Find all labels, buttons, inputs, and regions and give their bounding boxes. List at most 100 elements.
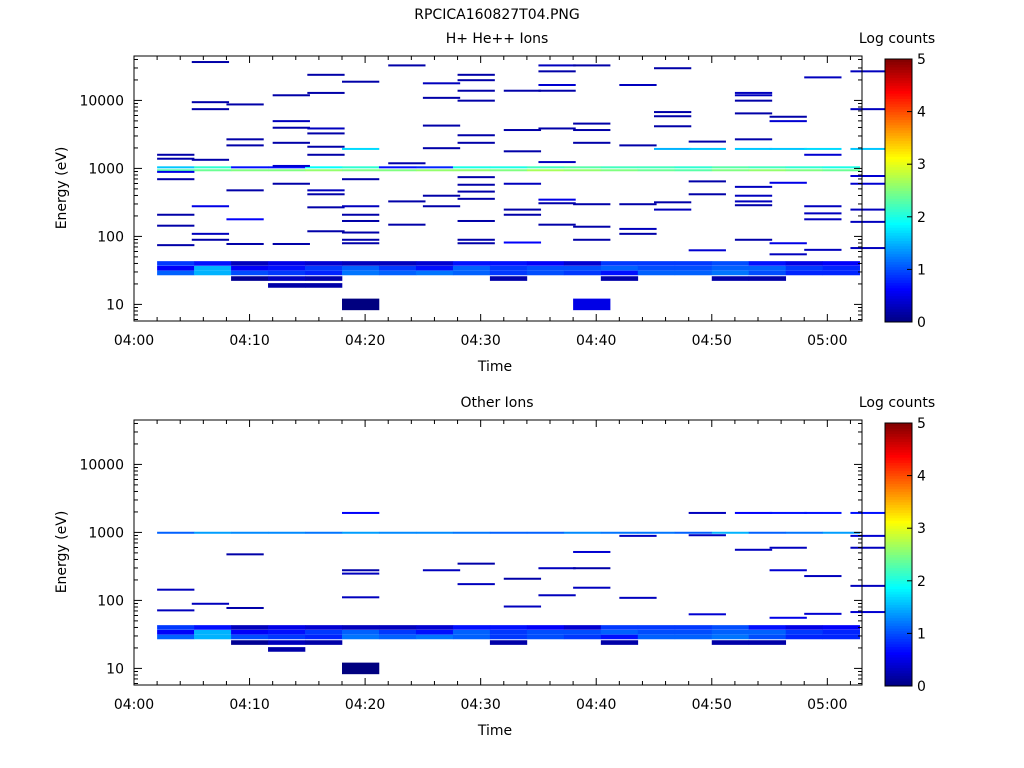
heatmap-cell bbox=[822, 531, 860, 534]
heatmap-cell bbox=[600, 629, 639, 635]
heatmap-cell bbox=[563, 166, 602, 169]
heatmap-cell bbox=[457, 99, 495, 102]
axis-ticks: 04:00 04:10 04:20 04:30 04:40 04:50 05:00 10 100… bbox=[79, 56, 862, 349]
heatmap-cell bbox=[674, 634, 713, 640]
colorbar-segment bbox=[885, 451, 912, 456]
heatmap-cell bbox=[415, 169, 454, 172]
heatmap-cell bbox=[268, 531, 306, 534]
heatmap-cell bbox=[688, 613, 726, 616]
colorbar-segment bbox=[885, 454, 912, 458]
heatmap-cell bbox=[538, 223, 576, 226]
colorbar-segment bbox=[885, 269, 912, 273]
colorbar-segment bbox=[885, 546, 912, 550]
heatmap-cell bbox=[804, 612, 842, 615]
heatmap-cell bbox=[526, 169, 565, 172]
heatmap-cell bbox=[526, 265, 565, 271]
heatmap-cell bbox=[157, 588, 195, 591]
panel-title: H+ He++ Ions bbox=[446, 31, 549, 47]
heatmap-cell bbox=[157, 261, 195, 266]
heatmap-cell bbox=[489, 640, 528, 645]
colorbar-segment bbox=[885, 562, 912, 566]
heatmap-cell bbox=[563, 261, 602, 266]
heatmap-cell bbox=[573, 225, 611, 228]
spectrogram-cells bbox=[157, 511, 888, 675]
colorbar-segment bbox=[885, 108, 912, 113]
colorbar-segment bbox=[885, 74, 912, 78]
heatmap-cell bbox=[674, 166, 713, 169]
colorbar-segment bbox=[885, 285, 912, 289]
heatmap-cell bbox=[526, 270, 565, 276]
y-tick-label: 10000 bbox=[79, 457, 124, 473]
heatmap-cell bbox=[157, 634, 195, 640]
colorbar-segment bbox=[885, 148, 912, 152]
heatmap-cell bbox=[538, 198, 576, 201]
heatmap-cell bbox=[654, 125, 692, 128]
heatmap-cell bbox=[573, 141, 611, 144]
heatmap-cell bbox=[342, 298, 380, 311]
colorbar-segment bbox=[885, 64, 912, 68]
colorbar-segment bbox=[885, 106, 912, 110]
heatmap-cell bbox=[850, 511, 888, 514]
colorbar-segment bbox=[885, 137, 912, 142]
y-tick-label: 1000 bbox=[88, 161, 124, 177]
colorbar-segment bbox=[885, 208, 912, 213]
colorbar-segment bbox=[885, 279, 912, 284]
heatmap-cell bbox=[457, 141, 495, 144]
heatmap-cell bbox=[850, 108, 888, 111]
heatmap-cell bbox=[769, 616, 807, 619]
heatmap-cell bbox=[452, 634, 491, 640]
colorbar-segment bbox=[885, 612, 912, 616]
colorbar-segment bbox=[885, 675, 912, 679]
heatmap-cell bbox=[804, 575, 842, 578]
x-tick-label: 04:40 bbox=[576, 697, 616, 713]
colorbar-segment bbox=[885, 654, 912, 658]
colorbar-segment bbox=[885, 93, 912, 97]
heatmap-cell bbox=[342, 205, 380, 208]
colorbar-segment bbox=[885, 187, 912, 191]
colorbar-segment bbox=[885, 578, 912, 582]
colorbar-segment bbox=[885, 193, 912, 197]
colorbar-segment bbox=[885, 130, 912, 134]
heatmap-cell bbox=[272, 94, 310, 97]
colorbar-segment bbox=[885, 211, 912, 215]
heatmap-cell bbox=[637, 261, 676, 266]
heatmap-cell bbox=[342, 147, 380, 150]
y-tick-label: 10 bbox=[106, 661, 124, 677]
colorbar-tick-label: 4 bbox=[917, 105, 926, 121]
colorbar-segment bbox=[885, 622, 912, 627]
colorbar-segment bbox=[885, 182, 912, 186]
colorbar-segment bbox=[885, 465, 912, 469]
heatmap-cell bbox=[688, 511, 726, 514]
heatmap-cell bbox=[785, 270, 824, 276]
heatmap-cell bbox=[342, 219, 380, 222]
colorbar-segment bbox=[885, 670, 912, 674]
heatmap-cell bbox=[388, 223, 426, 226]
colorbar-segment bbox=[885, 572, 912, 577]
heatmap-cell bbox=[637, 634, 676, 640]
colorbar-segment bbox=[885, 436, 912, 440]
heatmap-cell bbox=[822, 270, 860, 276]
heatmap-cell bbox=[342, 178, 380, 181]
heatmap-cell bbox=[378, 169, 417, 172]
colorbar-segment bbox=[885, 586, 912, 590]
heatmap-cell bbox=[194, 531, 232, 534]
colorbar-segment bbox=[885, 90, 912, 94]
x-tick-label: 04:00 bbox=[114, 697, 154, 713]
y-axis-label: Energy (eV) bbox=[54, 147, 70, 230]
heatmap-cell bbox=[637, 169, 676, 172]
heatmap-cell bbox=[573, 567, 611, 570]
heatmap-cell bbox=[538, 567, 576, 570]
heatmap-cell bbox=[573, 122, 611, 125]
colorbar-segment bbox=[885, 567, 912, 571]
colorbar-tick-label: 3 bbox=[917, 521, 926, 537]
heatmap-cell bbox=[573, 298, 611, 311]
colorbar-label: Log counts bbox=[859, 395, 935, 411]
heatmap-cell bbox=[822, 261, 860, 266]
heatmap-cell bbox=[457, 176, 495, 179]
colorbar-segment bbox=[885, 264, 912, 268]
colorbar-tick-label: 1 bbox=[917, 262, 926, 278]
colorbar-segment bbox=[885, 628, 912, 632]
heatmap-cell bbox=[452, 531, 491, 534]
heatmap-cell bbox=[563, 531, 602, 534]
colorbar-tick-label: 2 bbox=[917, 210, 926, 226]
